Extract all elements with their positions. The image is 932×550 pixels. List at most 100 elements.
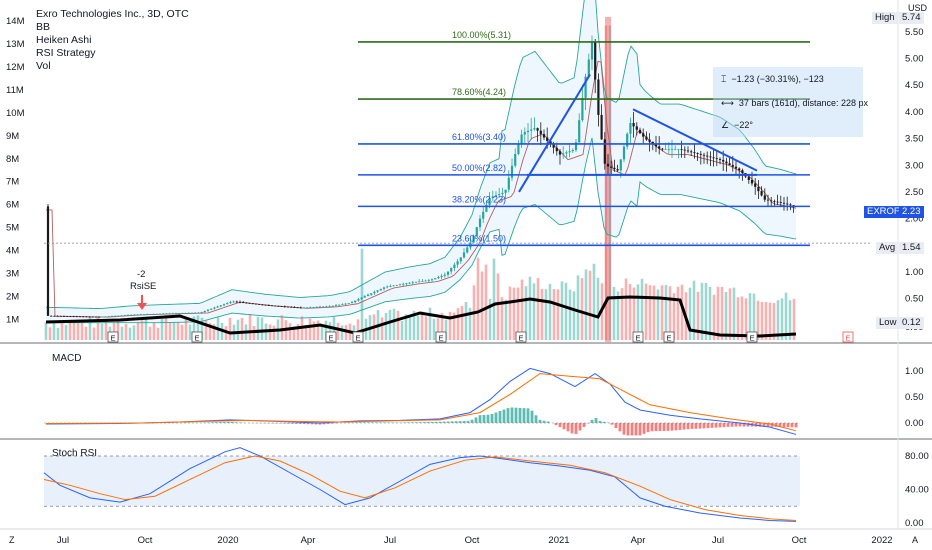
volume-bar — [496, 273, 500, 340]
earnings-marker-label-0: E — [110, 334, 115, 343]
price-range-icon: ⌶ — [721, 74, 727, 84]
zoom-button[interactable]: Z — [9, 535, 15, 545]
candle-body — [453, 264, 456, 269]
volume-bar — [204, 320, 208, 340]
volume-bar — [292, 326, 296, 340]
price-tick-3: 4.00 — [905, 107, 924, 118]
volume-bar — [124, 323, 128, 340]
macd-hist-bar — [462, 421, 466, 423]
high-tag: High — [872, 12, 898, 24]
earnings-marker-9 — [842, 331, 854, 343]
volume-bar — [176, 322, 180, 340]
candle-body — [763, 195, 766, 200]
macd-hist-bar — [542, 420, 546, 423]
indicator-heiken-ashi-label[interactable]: Heiken Ashi — [36, 34, 92, 46]
candle-body — [680, 149, 683, 151]
macd-hist-bar — [414, 422, 418, 423]
volume-bar — [296, 324, 300, 340]
indicator-vol-label[interactable]: Vol — [36, 60, 51, 72]
candle-body — [66, 316, 69, 317]
macd-tick-1: 0.50 — [905, 392, 924, 403]
candle-body — [421, 281, 424, 282]
volume-bar — [620, 288, 624, 340]
time-tick-0: Jul — [57, 535, 69, 546]
candle-body — [187, 312, 190, 314]
candle-body — [520, 134, 523, 145]
candle-body — [219, 305, 222, 307]
macd-title[interactable]: MACD — [52, 353, 82, 364]
macd-hist-bar — [534, 415, 538, 423]
macd-hist-bar — [790, 423, 794, 428]
candle-body — [658, 146, 661, 149]
volume-bar — [580, 278, 584, 340]
candle-body — [398, 284, 402, 286]
volume-bar — [596, 277, 600, 340]
indicator-bb-label[interactable]: BB — [36, 21, 51, 33]
volume-bar — [428, 307, 432, 340]
macd-hist-bar — [222, 422, 226, 423]
candle-body — [104, 316, 107, 318]
volume-bar — [148, 326, 152, 340]
macd-hist-bar — [686, 423, 690, 430]
candle-body — [699, 153, 702, 155]
candle-body — [133, 314, 136, 316]
volume-bar — [64, 325, 68, 340]
fib-label-3: 50.00%(2.82) — [452, 163, 506, 173]
candle-body — [46, 206, 50, 316]
candle-body — [683, 149, 686, 151]
time-tick-3: Apr — [301, 535, 316, 546]
candle-body — [552, 144, 555, 148]
symbol-tag[interactable]: EXROF — [864, 206, 903, 218]
macd-hist-bar — [626, 423, 630, 436]
volume-bar — [588, 270, 592, 340]
volume-bar — [768, 302, 772, 340]
stoch-rsi-title[interactable]: Stoch RSI — [52, 448, 98, 459]
volume-bar — [328, 322, 332, 340]
macd-hist-bar — [650, 423, 654, 432]
volume-bar — [344, 325, 348, 340]
candle-body — [142, 314, 146, 316]
candle-body — [216, 306, 219, 308]
macd-hist-bar — [450, 421, 454, 423]
candle-body — [197, 312, 200, 314]
macd-hist-bar — [210, 422, 214, 423]
candle-body — [674, 149, 677, 151]
macd-hist-bar — [330, 423, 334, 424]
volume-bar — [56, 327, 60, 340]
macd-hist-bar — [558, 423, 562, 428]
candle-body — [424, 280, 427, 282]
candle-body — [786, 203, 789, 205]
volume-bar — [420, 311, 424, 340]
measure-tool-box[interactable]: ⌶ −1.23 (−30.31%), −123 ⟷ 37 bars (161d)… — [713, 67, 868, 137]
candle-body — [539, 130, 542, 135]
candle-body — [606, 163, 610, 167]
candle-body — [117, 315, 120, 317]
volume-tick-13: 1M — [6, 315, 19, 326]
volume-bar — [476, 257, 480, 340]
indicator-rsi-strategy-label[interactable]: RSI Strategy — [36, 47, 96, 59]
volume-bar — [68, 319, 72, 340]
candle-body — [619, 159, 622, 171]
volume-bar — [772, 302, 776, 340]
volume-bar — [268, 324, 272, 340]
trendline-down — [632, 108, 758, 172]
volume-bar — [88, 316, 92, 340]
candle-body — [126, 314, 130, 316]
candle-body — [536, 128, 539, 131]
candle-body — [78, 316, 82, 318]
volume-bar — [212, 324, 216, 340]
auto-scale-button[interactable]: A — [912, 535, 919, 545]
macd-hist-bar — [354, 422, 358, 423]
volume-bar — [200, 317, 204, 340]
candle-body — [626, 133, 629, 147]
candle-body — [776, 201, 779, 203]
candle-body — [130, 314, 133, 316]
candle-body — [318, 306, 322, 308]
macd-hist-bar — [694, 423, 698, 429]
candle-body — [482, 211, 485, 219]
candle-body — [328, 306, 331, 308]
macd-hist-bar — [502, 409, 506, 423]
bollinger-fill — [46, 0, 796, 323]
macd-hist-bar — [218, 422, 222, 423]
